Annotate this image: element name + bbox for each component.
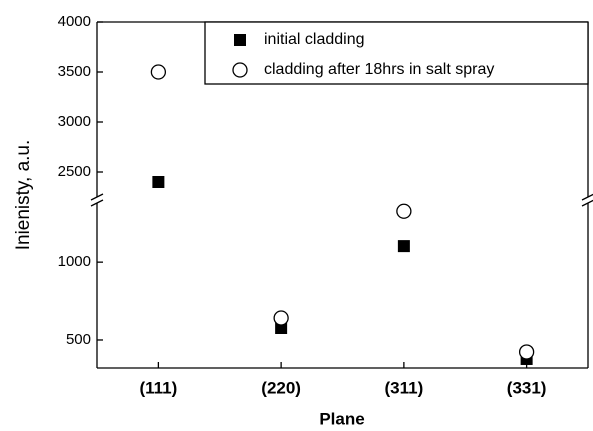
x-tick-label: (331) <box>507 378 547 397</box>
y-tick-label: 3500 <box>58 63 91 80</box>
data-point <box>273 310 289 326</box>
legend-label: cladding after 18hrs in salt spray <box>264 61 494 78</box>
y-tick-label: 2500 <box>58 163 91 180</box>
legend-box <box>204 21 589 85</box>
x-axis-label: Plane <box>319 409 364 428</box>
legend-marker <box>234 34 246 46</box>
axis-break <box>581 193 593 201</box>
y-axis-label: Inienisty, a.u. <box>13 140 34 251</box>
axis-break <box>581 199 593 207</box>
legend-label: initial cladding <box>264 31 365 48</box>
data-point <box>396 203 412 219</box>
y-tick-label: 3000 <box>58 113 91 130</box>
x-tick-label: (311) <box>385 378 424 397</box>
data-point <box>150 64 167 80</box>
axis-break <box>90 193 104 201</box>
x-tick-label: (220) <box>261 378 301 397</box>
legend-marker <box>232 62 248 78</box>
data-point <box>397 240 410 253</box>
y-tick-label: 1000 <box>58 253 91 270</box>
data-point <box>152 176 165 188</box>
y-tick-label: 500 <box>66 331 91 348</box>
data-point <box>518 344 535 360</box>
y-tick-label: 4000 <box>58 13 91 30</box>
axis-break <box>90 199 104 207</box>
x-tick-label: (111) <box>139 378 177 397</box>
